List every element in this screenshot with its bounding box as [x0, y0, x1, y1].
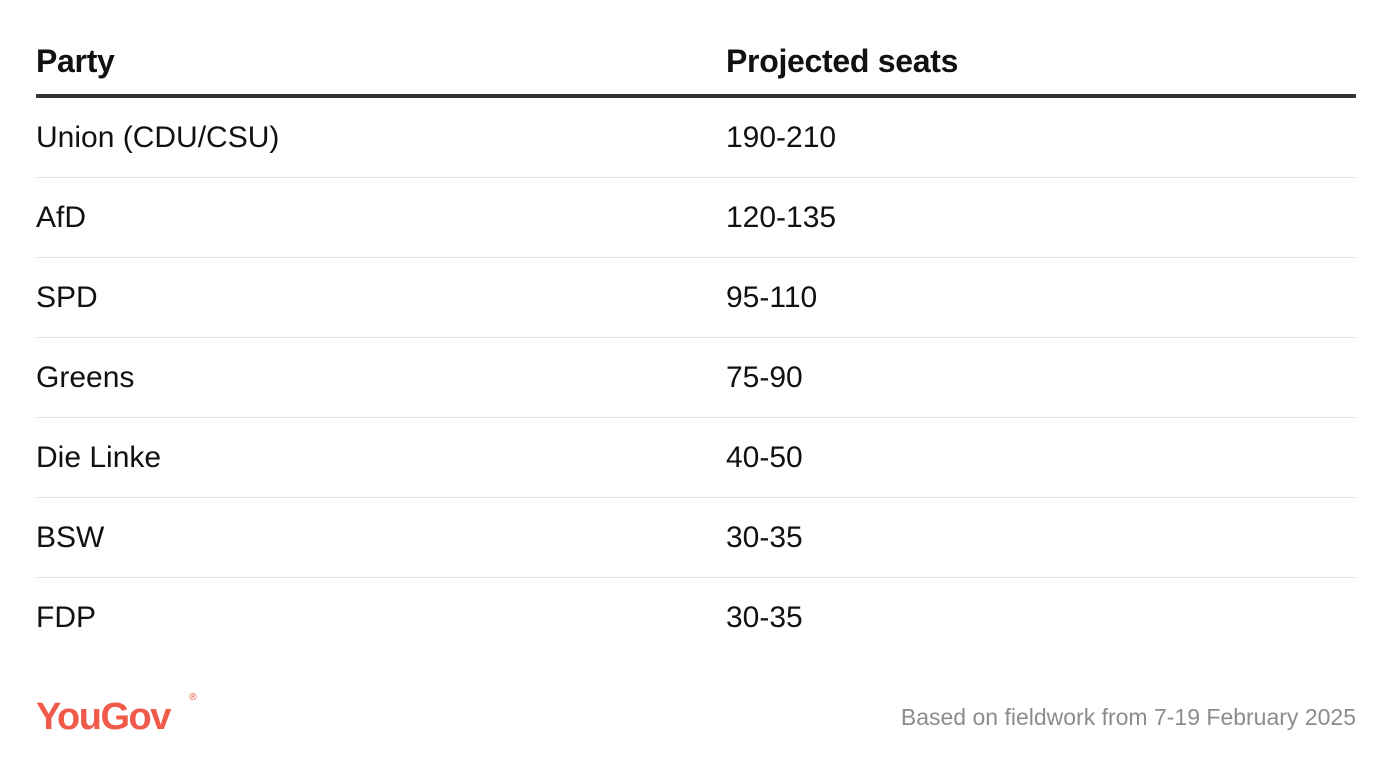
table-header-row: Party Projected seats	[36, 28, 1356, 98]
table-row: Greens 75-90	[36, 338, 1356, 418]
fieldwork-note: Based on fieldwork from 7-19 February 20…	[900, 704, 1356, 730]
footer: YouGov ® Based on fieldwork from 7-19 Fe…	[36, 690, 1356, 746]
party-cell: BSW	[36, 520, 105, 554]
yougov-logo: YouGov	[36, 696, 171, 738]
party-cell: Greens	[36, 360, 135, 394]
table-row: SPD 95-110	[36, 258, 1356, 338]
party-cell: FDP	[36, 600, 96, 634]
seats-cell: 75-90	[726, 360, 803, 394]
seats-cell: 120-135	[726, 200, 837, 234]
table-row: AfD 120-135	[36, 178, 1356, 258]
seats-cell: 30-35	[726, 520, 803, 554]
seats-cell: 190-210	[726, 120, 837, 154]
table-row: Die Linke 40-50	[36, 418, 1356, 498]
seats-cell: 40-50	[726, 440, 803, 474]
seats-cell: 30-35	[726, 600, 803, 634]
seats-column-header: Projected seats	[726, 42, 959, 79]
seat-projection-table: Party Projected seats Union (CDU/CSU) 190…	[36, 28, 1356, 657]
table-row: FDP 30-35	[36, 578, 1356, 657]
table-body: Union (CDU/CSU) 190-210 AfD 120-135 SPD 95-11…	[36, 98, 1356, 657]
party-column-header: Party	[36, 42, 115, 79]
registered-mark: ®	[188, 692, 198, 703]
party-cell: SPD	[36, 280, 98, 314]
table-row: Union (CDU/CSU) 190-210	[36, 98, 1356, 178]
party-cell: Die Linke	[36, 440, 162, 474]
party-cell: AfD	[36, 200, 87, 234]
seats-cell: 95-110	[726, 280, 818, 314]
table-row: BSW 30-35	[36, 498, 1356, 578]
party-cell: Union (CDU/CSU)	[36, 120, 280, 154]
